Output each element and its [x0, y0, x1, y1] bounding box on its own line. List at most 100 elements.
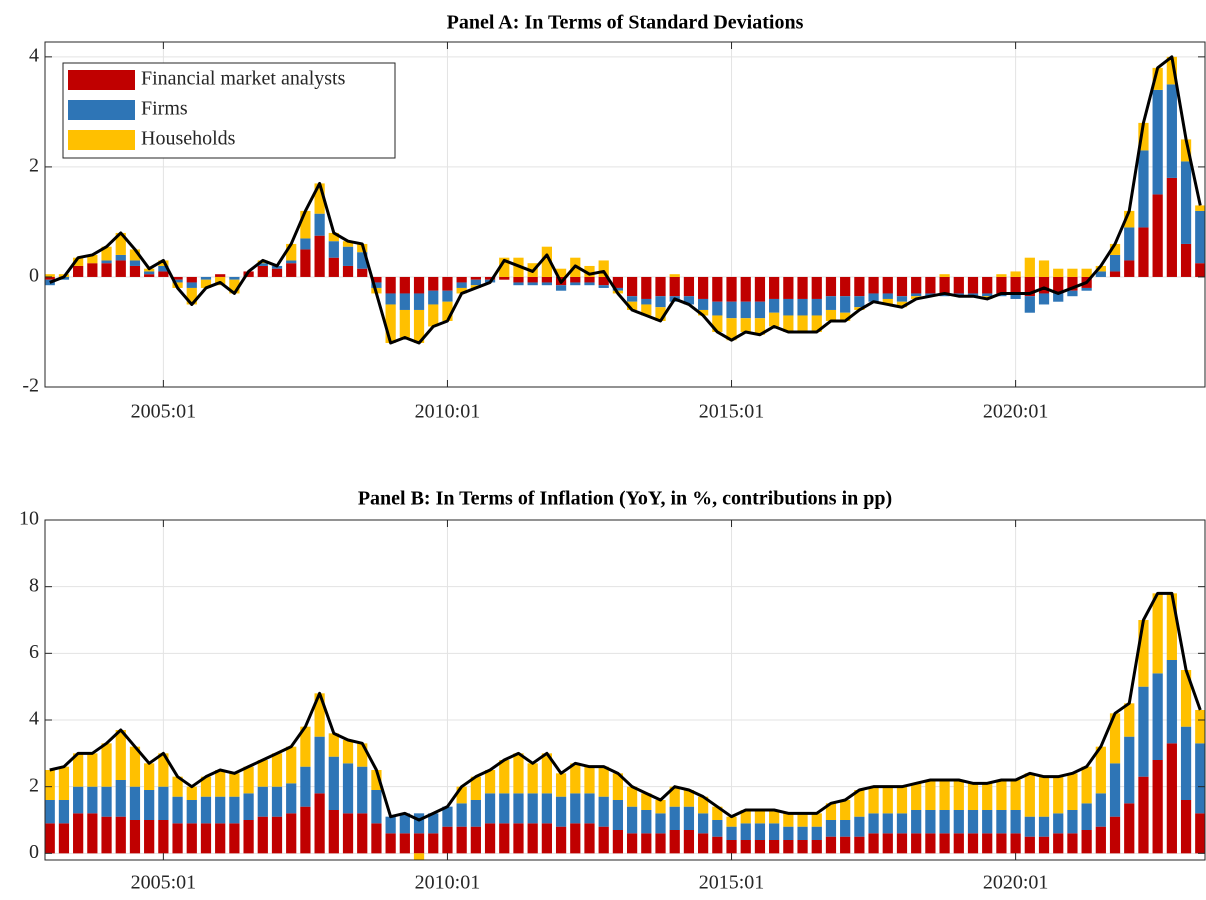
bar-segment: [598, 285, 609, 288]
bar-segment: [811, 276, 822, 299]
bar-segment: [73, 786, 84, 814]
bar-segment: [257, 263, 268, 266]
bar-segment: [87, 254, 98, 264]
bar-segment: [925, 780, 936, 810]
bar-segment: [570, 793, 581, 824]
bar-segment: [982, 293, 993, 297]
bar-segment: [1124, 227, 1135, 261]
bar-segment: [939, 833, 950, 854]
bar-segment: [698, 276, 709, 299]
bar-segment: [1138, 620, 1149, 687]
bar-segment: [996, 780, 1007, 810]
bar-segment: [186, 287, 197, 305]
bar-segment: [854, 790, 865, 817]
bar-segment: [882, 298, 893, 305]
x-tick-label: 2010:01: [415, 872, 481, 894]
bar-segment: [868, 813, 879, 834]
bar-segment: [186, 800, 197, 824]
bar-segment: [413, 833, 425, 854]
bar-segment: [655, 813, 666, 834]
total-line: [49, 55, 1202, 345]
bar-segment: [286, 783, 297, 814]
bar-segment: [129, 265, 141, 277]
bar-segment: [172, 823, 183, 854]
bar-segment: [911, 276, 922, 294]
bar-segment: [939, 780, 950, 810]
bar-segment: [215, 796, 226, 824]
bar-segment: [243, 766, 254, 794]
bar-segment: [982, 833, 993, 854]
bar-segment: [641, 810, 652, 834]
bar-segment: [158, 820, 169, 854]
bar-segment: [698, 309, 709, 316]
bar-segment: [200, 776, 212, 797]
bar-segment: [470, 276, 481, 280]
bar-segment: [1124, 260, 1135, 277]
bar-segment: [1180, 161, 1192, 244]
bar-segment: [669, 274, 680, 277]
bar-segment: [271, 268, 283, 277]
bar-segment: [286, 746, 297, 784]
bar-segment: [967, 833, 979, 854]
bar-segment: [1180, 726, 1192, 800]
bar-segment: [1053, 776, 1064, 814]
bar-segment: [854, 836, 865, 854]
bar-segment: [1109, 713, 1121, 764]
bar-segment: [129, 786, 141, 820]
bar-segment: [982, 783, 993, 810]
y-tick-label: 4: [29, 708, 39, 730]
bar-segment: [456, 276, 467, 283]
bar-segment: [868, 833, 879, 854]
bar-segment: [257, 760, 268, 787]
bar-segment: [712, 276, 723, 302]
bar-segment: [1152, 760, 1163, 854]
bar-segment: [286, 813, 297, 854]
bar-segment: [1081, 766, 1092, 804]
axes-box: [44, 519, 1206, 861]
bar-segment: [357, 813, 368, 854]
bar-segment: [413, 276, 425, 294]
bar-segment: [200, 823, 212, 854]
bar-segment: [925, 276, 936, 294]
bar-segment: [953, 810, 964, 834]
bar-segment: [257, 786, 268, 817]
bar-segment: [854, 296, 865, 308]
bar-segment: [698, 796, 709, 814]
bar-segment: [1067, 773, 1078, 810]
bar-segment: [1081, 830, 1092, 854]
bar-segment: [200, 279, 212, 288]
bar-segment: [882, 813, 893, 834]
axes-box: [44, 41, 1206, 388]
bar-segment: [442, 290, 453, 302]
bar-segment: [541, 823, 552, 854]
bar-segment: [470, 279, 481, 286]
bar-segment: [612, 773, 624, 800]
bar-segment: [584, 276, 595, 283]
bar-segment: [243, 820, 254, 854]
bar-segment: [570, 823, 581, 854]
bar-segment: [229, 796, 240, 824]
bar-segment: [399, 293, 410, 310]
y-tick-label: 0: [29, 265, 39, 287]
bar-segment: [413, 293, 425, 310]
bar-segment: [953, 780, 964, 810]
bar-segment: [371, 823, 382, 854]
bar-segment: [1067, 810, 1078, 834]
bar-segment: [1109, 271, 1121, 277]
bar-segment: [683, 806, 695, 830]
bar-segment: [470, 800, 481, 827]
bar-segment: [1166, 593, 1177, 660]
bar-segment: [740, 823, 751, 840]
bar-segment: [158, 753, 169, 787]
bar-segment: [87, 813, 98, 854]
bar-segment: [314, 183, 325, 214]
bar-segment: [1195, 813, 1206, 854]
bar-segment: [840, 276, 851, 297]
bar-segment: [1109, 816, 1121, 854]
bar-segment: [399, 813, 410, 834]
bar-segment: [712, 836, 723, 854]
bar-segment: [1166, 660, 1177, 744]
bar-segment: [911, 810, 922, 834]
bar-segment: [1138, 150, 1149, 228]
bar-segment: [1010, 271, 1021, 277]
